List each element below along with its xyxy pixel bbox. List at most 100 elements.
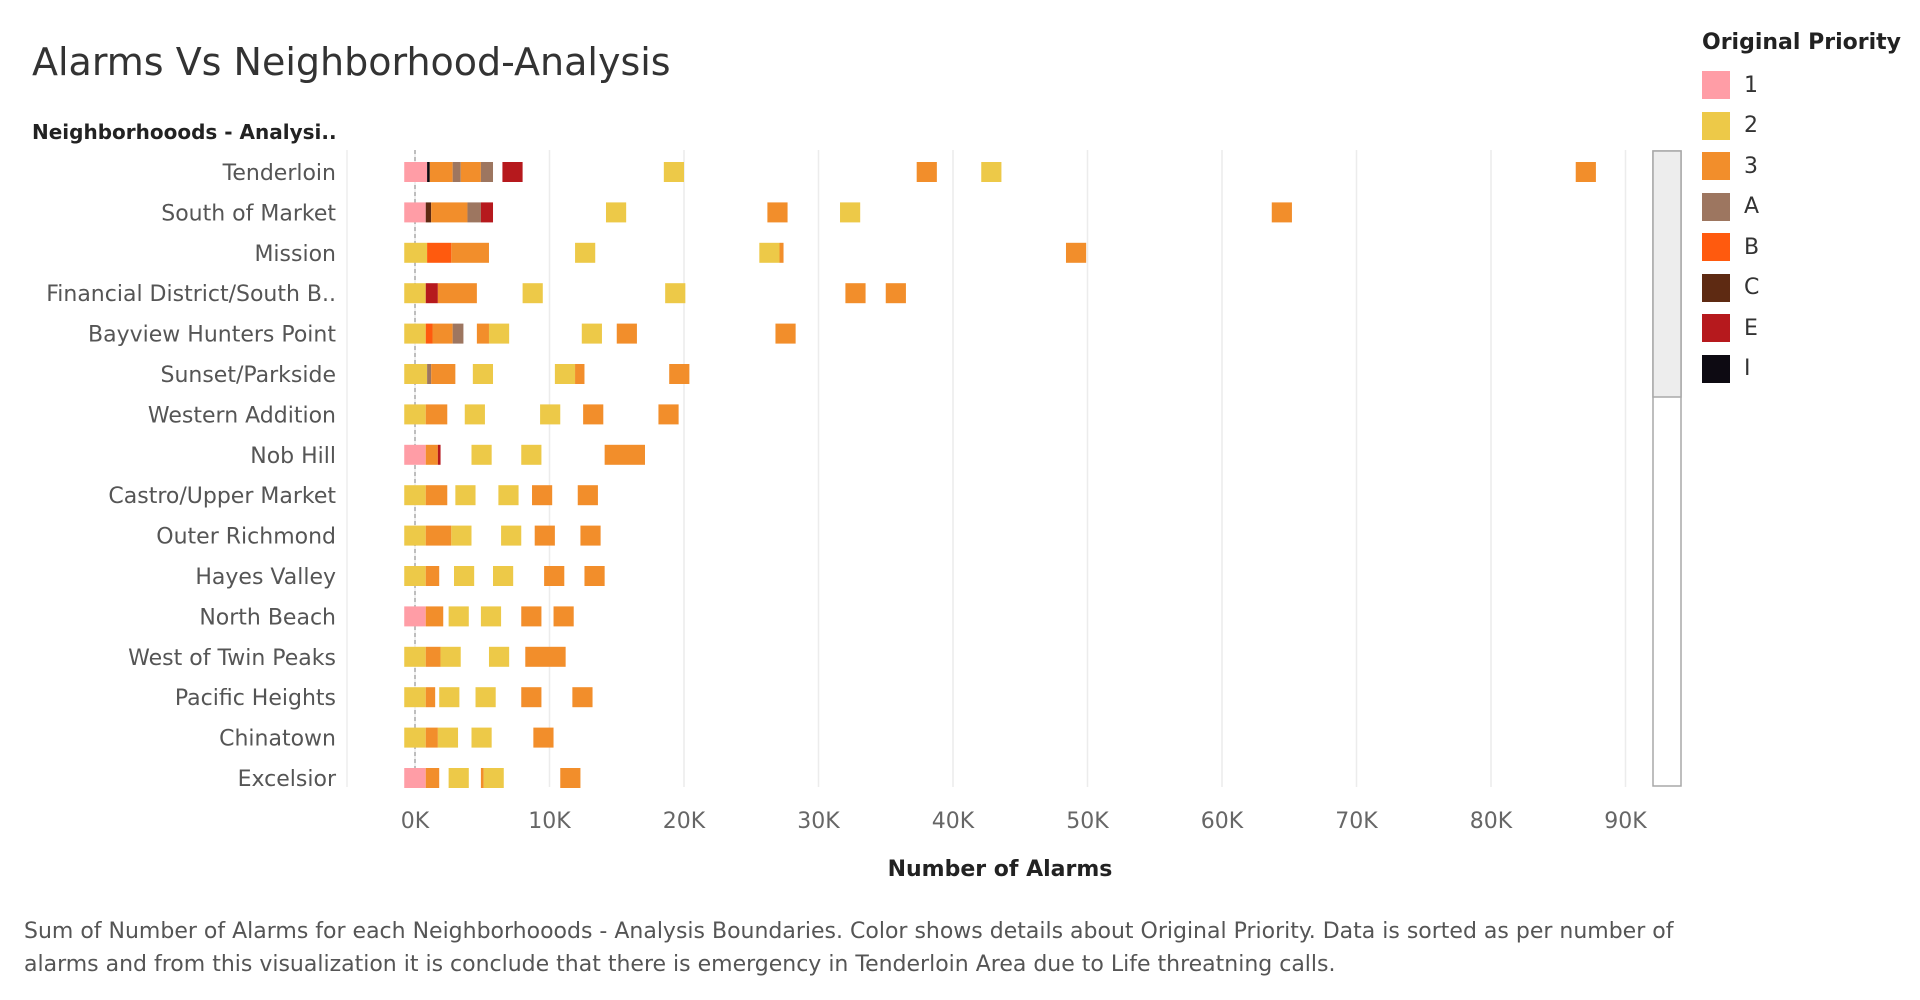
legend-item[interactable]: 1 (1702, 65, 1901, 106)
bar-segment[interactable] (575, 242, 596, 263)
bar-segment[interactable] (440, 646, 461, 667)
bar-segment[interactable] (404, 364, 428, 384)
bar-segment[interactable] (425, 283, 438, 304)
bar-segment[interactable] (404, 606, 426, 627)
bar-segment[interactable] (404, 323, 426, 344)
bar-segment[interactable] (425, 485, 448, 506)
bar-segment[interactable] (452, 323, 464, 344)
bar-segment[interactable] (404, 646, 426, 667)
bar-segment[interactable] (404, 283, 426, 304)
legend-item[interactable]: I (1702, 349, 1901, 390)
bar-segment[interactable] (425, 768, 440, 788)
bar-segment[interactable] (554, 364, 576, 384)
bar-segment[interactable] (404, 566, 426, 586)
bar-segment[interactable] (455, 485, 476, 506)
bar-segment[interactable] (759, 242, 780, 263)
bar-segment[interactable] (521, 444, 542, 465)
bar-segment[interactable] (767, 202, 788, 223)
bar-segment[interactable] (885, 283, 906, 304)
bar-segment[interactable] (540, 404, 561, 425)
bar-segment[interactable] (454, 566, 475, 586)
bar-segment[interactable] (404, 162, 428, 182)
legend-item[interactable]: 2 (1702, 106, 1901, 147)
bar-segment[interactable] (534, 525, 555, 546)
legend-item[interactable]: A (1702, 187, 1901, 228)
bar-segment[interactable] (575, 364, 585, 384)
legend-item[interactable]: E (1702, 308, 1901, 349)
bar-segment[interactable] (451, 525, 472, 546)
bar-segment[interactable] (429, 162, 453, 182)
legend-item[interactable]: 3 (1702, 146, 1901, 187)
bar-segment[interactable] (425, 687, 436, 708)
bar-segment[interactable] (501, 525, 522, 546)
bar-segment[interactable] (432, 323, 453, 344)
bar-segment[interactable] (981, 162, 1002, 182)
legend-item[interactable]: B (1702, 227, 1901, 268)
scrollbar-thumb[interactable] (1652, 150, 1682, 398)
bar-segment[interactable] (425, 566, 440, 586)
bar-segment[interactable] (425, 404, 448, 425)
bar-segment[interactable] (616, 323, 637, 344)
bar-segment[interactable] (476, 323, 489, 344)
bar-segment[interactable] (431, 202, 468, 223)
bar-segment[interactable] (425, 444, 438, 465)
bar-segment[interactable] (577, 485, 598, 506)
bar-segment[interactable] (488, 646, 510, 667)
bar-segment[interactable] (471, 727, 492, 748)
bar-segment[interactable] (404, 444, 426, 465)
bar-segment[interactable] (498, 485, 519, 506)
bar-segment[interactable] (521, 606, 542, 627)
bar-segment[interactable] (1271, 202, 1292, 223)
bar-segment[interactable] (658, 404, 679, 425)
bar-segment[interactable] (502, 162, 523, 182)
bar-segment[interactable] (532, 485, 553, 506)
bar-segment[interactable] (448, 606, 469, 627)
bar-segment[interactable] (605, 202, 627, 223)
bar-segment[interactable] (553, 606, 574, 627)
bar-segment[interactable] (464, 404, 485, 425)
bar-segment[interactable] (425, 323, 433, 344)
bar-segment[interactable] (460, 162, 481, 182)
bar-segment[interactable] (437, 444, 441, 465)
bar-segment[interactable] (437, 727, 459, 748)
bar-segment[interactable] (451, 242, 489, 263)
bar-segment[interactable] (404, 202, 426, 223)
bar-segment[interactable] (845, 283, 866, 304)
bar-segment[interactable] (427, 242, 452, 263)
bar-segment[interactable] (475, 687, 496, 708)
bar-segment[interactable] (525, 646, 566, 667)
bar-segment[interactable] (404, 404, 426, 425)
bar-segment[interactable] (404, 242, 428, 263)
bar-segment[interactable] (437, 283, 477, 304)
bar-segment[interactable] (840, 202, 861, 223)
bar-segment[interactable] (439, 687, 460, 708)
bar-segment[interactable] (560, 768, 581, 788)
bar-segment[interactable] (775, 323, 796, 344)
bar-segment[interactable] (467, 202, 481, 223)
bar-segment[interactable] (483, 768, 504, 788)
bar-segment[interactable] (427, 364, 432, 384)
bar-segment[interactable] (521, 687, 542, 708)
legend-item[interactable]: C (1702, 268, 1901, 309)
bar-segment[interactable] (480, 768, 484, 788)
bar-segment[interactable] (604, 444, 645, 465)
bar-segment[interactable] (480, 606, 502, 627)
bar-segment[interactable] (583, 404, 604, 425)
bar-segment[interactable] (522, 283, 543, 304)
bar-segment[interactable] (448, 768, 469, 788)
bar-segment[interactable] (404, 727, 426, 748)
bar-segment[interactable] (427, 162, 430, 182)
bar-segment[interactable] (1065, 242, 1087, 263)
bar-segment[interactable] (665, 283, 686, 304)
bar-segment[interactable] (425, 202, 432, 223)
bar-segment[interactable] (471, 444, 492, 465)
bar-segment[interactable] (452, 162, 461, 182)
bar-segment[interactable] (493, 566, 514, 586)
bar-segment[interactable] (480, 202, 494, 223)
bar-segment[interactable] (663, 162, 684, 182)
bar-segment[interactable] (404, 525, 426, 546)
bar-segment[interactable] (404, 485, 426, 506)
bar-segment[interactable] (425, 525, 452, 546)
bar-segment[interactable] (480, 162, 494, 182)
bar-segment[interactable] (404, 687, 426, 708)
